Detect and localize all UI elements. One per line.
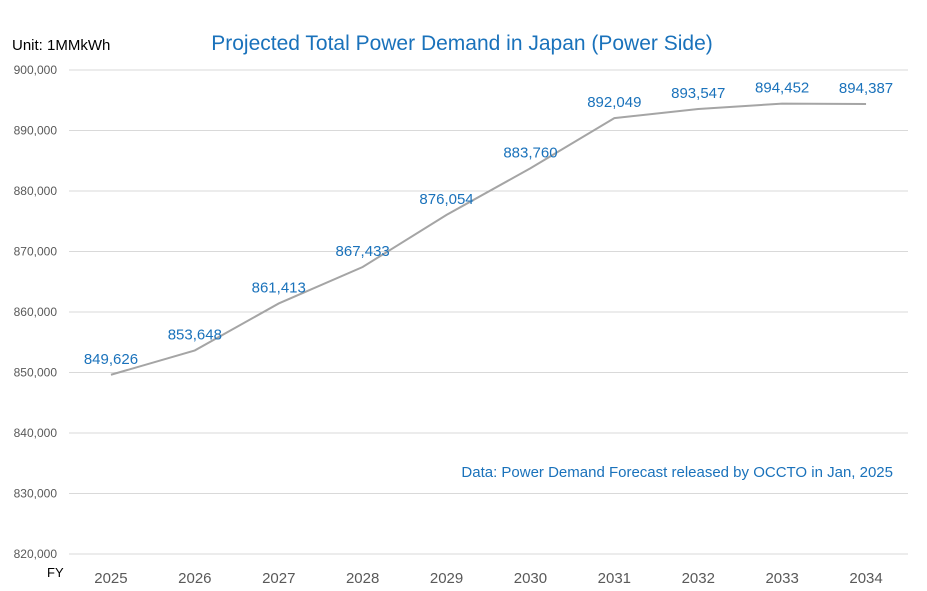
data-label: 876,054 [419,191,473,208]
gridlines [69,69,908,555]
y-tick-label: 840,000 [14,426,58,440]
x-axis-label: FY [47,565,64,580]
series-layer [110,102,867,376]
x-tick-label: 2028 [346,570,379,587]
x-tick-label: 2033 [765,570,798,587]
y-tick-label: 900,000 [14,63,58,77]
x-tick-label: 2029 [430,570,463,587]
data-label: 883,760 [503,144,557,161]
y-tick-label: 880,000 [14,184,58,198]
unit-label: Unit: 1MMkWh [12,37,110,54]
y-axis-ticks: 820,000 830,000 840,000 850,000 860,000 870,0… [14,63,58,561]
data-label: 894,452 [755,80,809,97]
data-label: 892,049 [587,94,641,111]
data-label: 867,433 [336,243,390,260]
y-tick-label: 890,000 [14,124,58,138]
data-labels: 849,626 853,648 861,413 867,433 876,054 883,7… [84,80,893,368]
source-note: Data: Power Demand Forecast released by … [461,464,893,481]
y-tick-label: 820,000 [14,547,58,561]
x-tick-label: 2026 [178,570,211,587]
y-tick-label: 860,000 [14,305,58,319]
data-label: 853,648 [168,326,222,343]
data-label: 849,626 [84,351,138,368]
chart-title: Projected Total Power Demand in Japan (P… [211,32,713,55]
y-tick-label: 870,000 [14,245,58,259]
x-axis-ticks: 2025 2026 2027 2028 2029 2030 2031 2032 2033 2034 [94,570,882,587]
x-tick-label: 2034 [849,570,882,587]
y-tick-label: 830,000 [14,487,58,501]
x-tick-label: 2027 [262,570,295,587]
x-tick-label: 2030 [514,570,547,587]
y-tick-label: 850,000 [14,366,58,380]
data-label: 861,413 [252,279,306,296]
x-tick-label: 2031 [598,570,631,587]
data-label: 894,387 [839,80,893,97]
data-label: 893,547 [671,85,725,102]
series-line [110,102,867,376]
x-tick-label: 2025 [94,570,127,587]
x-tick-label: 2032 [682,570,715,587]
